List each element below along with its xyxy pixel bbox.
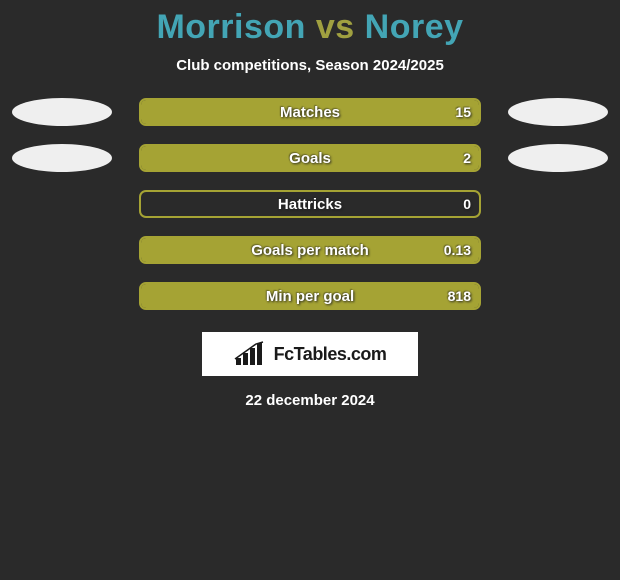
player2-name: Norey (365, 8, 464, 46)
stat-value: 0.13 (444, 238, 471, 262)
stat-label: Matches (141, 100, 479, 124)
stat-label: Goals per match (141, 238, 479, 262)
stat-row: Hattricks0 (0, 190, 620, 218)
stat-row: Goals2 (0, 144, 620, 172)
stat-row: Min per goal818 (0, 282, 620, 310)
branding-text: FcTables.com (274, 344, 387, 365)
player1-marker (12, 144, 112, 172)
stat-label: Min per goal (141, 284, 479, 308)
player2-marker (508, 98, 608, 126)
player1-name: Morrison (156, 8, 305, 46)
stat-value: 15 (455, 100, 471, 124)
stat-value: 0 (463, 192, 471, 216)
stat-bar: Goals per match0.13 (139, 236, 481, 264)
player1-marker (12, 98, 112, 126)
stats-list: Matches15 Goals2 Hattricks0 Goals per match… (0, 98, 620, 310)
vs-label: vs (316, 8, 355, 46)
stat-row: Goals per match0.13 (0, 236, 620, 264)
branding-box: FcTables.com (202, 332, 418, 376)
player2-marker (508, 144, 608, 172)
stat-value: 818 (448, 284, 471, 308)
page-title: Morrison vs Norey (0, 8, 620, 47)
stat-row: Matches15 (0, 98, 620, 126)
stat-bar: Min per goal818 (139, 282, 481, 310)
stat-bar: Matches15 (139, 98, 481, 126)
stat-bar: Hattricks0 (139, 190, 481, 218)
stat-label: Goals (141, 146, 479, 170)
stat-label: Hattricks (141, 192, 479, 216)
stat-value: 2 (463, 146, 471, 170)
date-label: 22 december 2024 (0, 392, 620, 409)
stat-bar: Goals2 (139, 144, 481, 172)
subtitle: Club competitions, Season 2024/2025 (0, 57, 620, 74)
comparison-card: Morrison vs Norey Club competitions, Sea… (0, 0, 620, 409)
bars-icon (234, 341, 268, 367)
